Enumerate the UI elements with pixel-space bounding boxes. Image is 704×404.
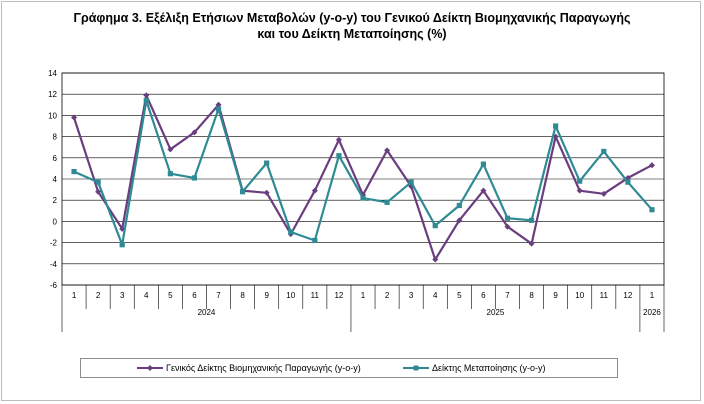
data-point-series-1 [432,256,439,263]
y-tick-label: -2 [50,239,58,248]
data-point-series-2 [312,237,318,244]
x-tick-label: 6 [192,291,197,300]
x-tick-label: 1 [650,291,655,300]
legend-label-series-1: Γενικός Δείκτης Βιομηχανικής Παραγωγής (… [166,363,361,373]
data-point-series-1 [311,187,318,194]
data-point-series-2 [143,97,149,104]
data-point-series-1 [167,146,174,153]
data-point-series-1 [335,136,342,143]
y-tick-label: 10 [48,111,57,120]
data-point-series-2 [601,148,607,155]
data-point-series-2 [240,189,246,195]
data-point-series-1 [263,189,270,196]
data-point-series-1 [576,187,583,194]
data-point-series-1 [480,187,487,194]
data-point-series-1 [456,217,463,224]
y-tick-label: 2 [53,196,58,205]
x-tick-label: 5 [457,291,462,300]
data-point-series-2 [432,223,438,229]
data-point-series-1 [95,188,102,195]
series-line-1 [72,94,653,261]
data-point-series-2 [625,179,631,185]
data-point-series-2 [71,168,77,175]
y-tick-label: 14 [48,69,57,78]
data-point-series-1 [215,101,222,108]
legend-swatch-series-1 [137,365,163,371]
year-label: 2026 [643,308,661,317]
x-tick-label: 9 [553,291,558,300]
x-tick-label: 7 [216,291,221,300]
data-point-series-2 [649,207,655,213]
x-tick-label: 12 [334,291,343,300]
x-tick-label: 7 [505,291,510,300]
x-tick-label: 1 [361,291,366,300]
data-point-series-2 [553,123,559,129]
y-tick-label: 12 [48,90,57,99]
data-point-series-2 [528,217,535,223]
y-tick-label: 4 [53,175,58,184]
x-tick-label: 11 [600,291,609,300]
data-point-series-2 [480,161,486,167]
x-tick-label: 3 [120,291,125,300]
data-point-series-2 [264,160,270,166]
data-point-series-1 [528,240,535,247]
x-tick-label: 2 [385,291,390,300]
x-tick-label: 5 [168,291,173,300]
y-tick-label: -4 [50,260,58,269]
data-point-series-2 [215,106,222,112]
data-point-series-1 [504,223,511,230]
series-line-2 [73,99,653,246]
x-tick-label: 2 [96,291,101,300]
y-tick-label: 8 [53,133,58,142]
data-point-series-2 [167,171,173,177]
x-tick-label: 12 [623,291,632,300]
x-tick-label: 8 [240,291,245,300]
legend-item-series-2: Δείκτης Μεταποίησης (y-o-y) [403,362,546,374]
data-point-series-2 [191,175,198,181]
data-point-series-2 [456,202,462,209]
data-point-series-1 [384,147,391,154]
chart-title: Γράφημα 3. Εξέλιξη Ετήσιων Μεταβολών (y-… [0,10,704,42]
chart-legend: Γενικός Δείκτης Βιομηχανικής Παραγωγής (… [80,358,618,378]
x-tick-label: 10 [575,291,584,300]
year-label: 2024 [198,308,216,317]
legend-item-series-1: Γενικός Δείκτης Βιομηχανικής Παραγωγής (… [137,362,361,374]
x-tick-label: 10 [286,291,295,300]
y-tick-label: -6 [50,281,58,290]
x-tick-label: 9 [264,291,269,300]
data-point-series-2 [95,179,101,185]
data-point-series-1 [191,129,198,136]
legend-label-series-2: Δείκτης Μεταποίησης (y-o-y) [432,363,546,373]
year-label: 2025 [487,308,505,317]
data-point-series-2 [384,199,390,205]
x-tick-label: 4 [433,291,438,300]
x-tick-label: 1 [72,291,77,300]
chart-title-line-2: και του Δείκτη Μεταποίησης (%) [257,27,447,41]
x-tick-label: 3 [409,291,414,300]
data-point-series-1 [71,114,78,121]
data-point-series-2 [504,215,511,221]
y-tick-label: 0 [53,217,58,226]
chart-title-line-1: Γράφημα 3. Εξέλιξη Ετήσιων Μεταβολών (y-… [73,11,631,25]
x-tick-label: 8 [529,291,534,300]
data-point-series-2 [577,178,583,184]
x-tick-label: 4 [144,291,149,300]
data-point-series-1 [143,92,150,99]
data-point-series-2 [336,153,342,159]
data-point-series-2 [408,179,414,185]
data-point-series-2 [119,242,125,248]
data-point-series-1 [648,162,655,169]
data-point-series-1 [600,190,607,197]
legend-swatch-series-2 [403,365,429,371]
data-point-series-2 [288,229,294,235]
y-tick-label: 6 [53,154,58,163]
x-tick-label: 6 [481,291,486,300]
x-tick-label: 11 [311,291,320,300]
data-point-series-2 [360,195,366,201]
